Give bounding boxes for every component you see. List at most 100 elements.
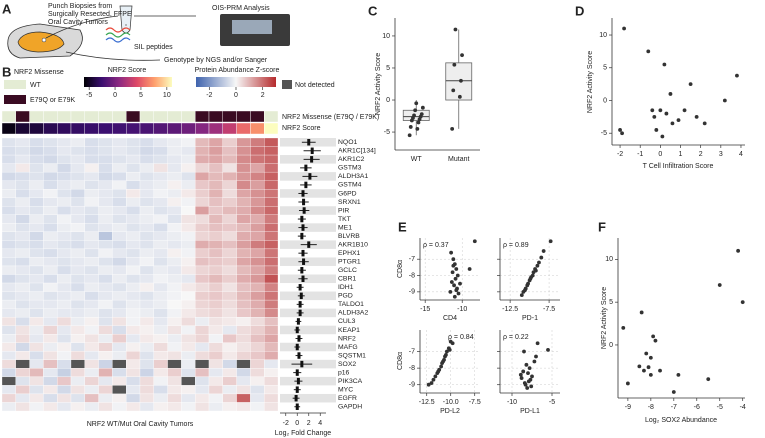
x-tick-label: 2 [699,151,703,158]
heatmap-cell [208,291,223,301]
point [706,377,711,382]
heatmap-cell [57,223,72,232]
heatmap-cell [43,240,58,250]
heatmap-cell [264,282,279,292]
y-axis-label: NRF2 Activity Score [601,287,608,349]
heatmap-cell [15,393,30,403]
heatmap-cell [70,393,85,403]
heatmap-cell [250,402,265,412]
x-tick-label: WT [411,156,423,163]
heatmap-cell [181,265,196,275]
row-band [280,393,336,403]
peptide [105,37,131,43]
missense-cell [194,110,210,123]
colorbar-tick-label: 5 [139,92,143,99]
x-axis-label: Log₂ Fold Change [275,430,332,437]
protein-label: GAPDH [338,404,362,411]
heatmap-cell [181,376,196,386]
point [420,105,425,110]
heatmap-cell [70,282,85,292]
heatmap-cell [1,317,16,326]
point [735,73,739,78]
heatmap-cell [57,359,72,369]
heatmap-cell [250,146,265,156]
heatmap-cell [98,359,113,369]
protein-label: CUL3 [338,318,356,325]
heatmap-cell [15,376,30,386]
heatmap-cell [112,402,127,412]
score-cell [250,122,265,135]
heatmap-cell [29,180,44,190]
y-axis-label: CD8α [397,260,404,278]
heatmap-cell [222,163,237,173]
heatmap-cell [126,274,141,284]
heatmap-cell [29,223,44,232]
heatmap-cell [29,359,44,369]
heatmap-cell [57,291,72,301]
heatmap-cell [98,197,113,207]
colorbar [196,77,276,87]
heatmap-cell [139,282,154,292]
point [528,276,533,281]
heatmap-cell [153,325,168,335]
point [521,369,526,374]
analysis-text: OIS-PRM Analysis [212,5,270,12]
heatmap-cell [236,351,251,360]
colorbar [84,77,172,87]
rho-label: ρ = 0.37 [423,242,449,249]
x-tick-label: -15 [420,306,430,313]
heatmap-cell [222,223,237,232]
heatmap-cell [264,317,279,326]
colorbar-tick-label: 2 [261,92,265,99]
heatmap-cell [84,214,99,224]
heatmap-cell [139,265,154,275]
heatmap-cell [208,317,223,326]
heatmap-cell [236,308,251,318]
point [442,357,446,362]
heatmap-cell [84,359,99,369]
heatmap-cell [153,385,168,395]
heatmap-cell [208,240,223,250]
x-tick-label: -5 [717,404,723,411]
tumor [17,31,65,53]
fold-change-mark [296,318,300,325]
y-axis-label: NRF2 Activity Score [375,53,382,115]
row-band [280,291,336,301]
heatmap-cell [167,368,182,378]
protein-label: TKT [338,216,351,223]
heatmap-cell [57,171,72,181]
heatmap-cell [153,308,168,318]
heatmap-cell [139,274,154,284]
heatmap-cell [139,368,154,378]
fold-change-mark [302,198,306,206]
legend-swatch [4,80,26,89]
point [642,368,646,373]
heatmap-cell [195,274,210,284]
point [621,325,626,330]
heatmap-cell [153,282,168,292]
heatmap-cell [264,257,279,267]
heatmap-cell [1,240,16,250]
point [433,374,438,379]
protein-label: NQO1 [338,139,357,146]
point [519,293,524,298]
heatmap-cell [98,171,113,181]
heatmap-cell [167,308,182,318]
x-tick-label: -7.5 [469,399,481,406]
missense-cell [264,110,279,123]
heatmap-cell [264,299,279,309]
point [651,334,656,339]
heatmap-cell [98,334,113,343]
heatmap-cell [139,189,154,198]
heatmap-cell [181,342,196,352]
y-tick-label: 10 [382,33,390,40]
heatmap-cell [153,171,168,181]
heatmap-cell [222,257,237,267]
x-tick-label: -4 [740,404,746,411]
heatmap-cell [84,146,99,156]
heatmap-cell [1,189,16,198]
heatmap-cell [139,308,154,318]
score-cell [167,122,182,135]
heatmap-cell [264,163,279,173]
heatmap-cell [43,342,58,352]
